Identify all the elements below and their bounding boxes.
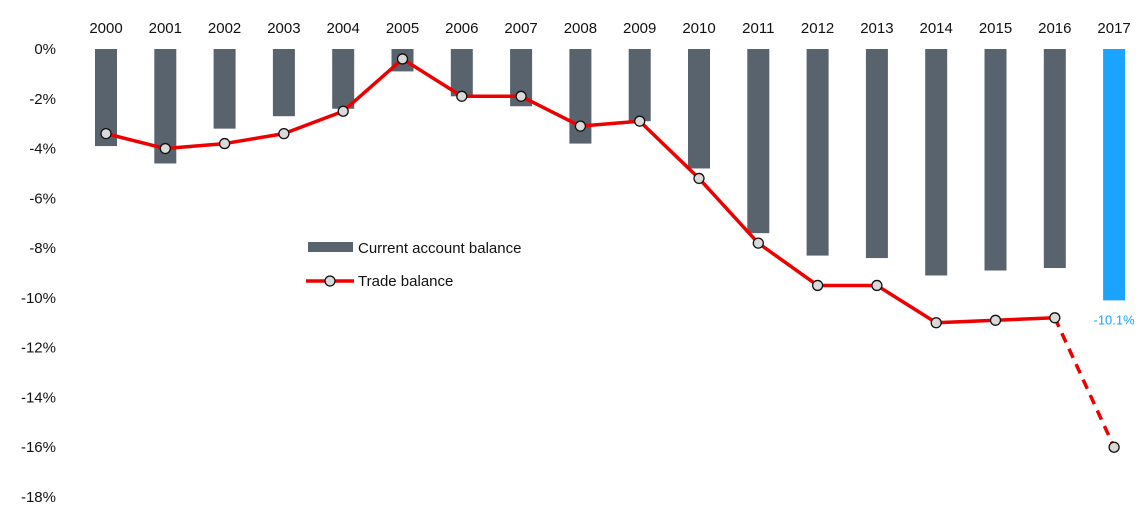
y-tick-label: -2% [29,91,56,108]
x-tick-label: 2001 [149,20,182,37]
trade-marker [752,237,764,249]
bar [806,49,829,256]
bar [510,49,533,107]
trade-marker [278,127,290,140]
legend-line-marker [324,275,336,287]
x-tick-label: 2004 [327,20,360,37]
bar [450,49,473,97]
trade-marker [871,279,883,292]
y-tick-label: -4% [29,141,56,158]
bar [688,49,710,169]
x-tick-label: 2007 [504,20,537,37]
trade-marker [337,105,349,117]
x-tick-label: 2002 [208,20,241,37]
trade-marker [515,90,527,102]
bar [1043,49,1066,269]
line-markers [100,53,1120,453]
bar [95,49,117,147]
trade-marker [456,90,468,102]
x-tick-label: 2008 [564,20,597,37]
x-tick-label: 2011 [742,20,774,37]
y-tick-label: -10% [21,290,56,307]
legend: Current account balance Trade balance [306,240,521,290]
y-tick-label: -8% [29,240,56,257]
bar [747,49,770,234]
trade-marker [1049,312,1061,324]
x-tick-label: 2015 [979,20,1012,37]
bar [984,49,1007,271]
trade-marker [396,53,409,65]
x-tick-label: 2003 [267,20,300,37]
x-tick-label: 2010 [682,20,715,37]
line-series [105,57,1116,448]
data-labels: -10.1% [1093,312,1135,327]
bar [332,49,355,109]
bar-data-label: -10.1% [1093,312,1135,327]
trade-marker [693,172,705,185]
bar [569,49,592,144]
x-tick-label: 2013 [860,20,893,37]
trade-marker [1108,441,1120,453]
trade-marker [159,142,171,155]
legend-bar-swatch [308,242,353,252]
x-tick-label: 2014 [920,20,953,37]
trade-marker [574,120,587,132]
legend-bar-label: Current account balance [358,240,521,257]
y-tick-label: -6% [29,190,56,207]
bar-series [95,49,1126,301]
bar [213,49,236,129]
y-tick-label: -14% [21,389,56,406]
x-tick-label: 2000 [89,20,122,37]
x-tick-label: 2012 [801,20,834,37]
x-tick-label: 2009 [623,20,656,37]
y-tick-label: -12% [21,340,56,357]
y-tick-label: -18% [21,489,56,505]
trade-marker [811,279,824,292]
trade-marker [218,137,231,150]
bar [628,49,651,122]
x-axis-ticks: 2000 2001 2002 2003 2004 2005 2006 2007 2008 2009… [89,20,1130,37]
bar [154,49,177,164]
x-tick-label: 2016 [1038,20,1071,37]
bar [272,49,295,117]
trade-marker [989,314,1002,326]
trade-marker [930,317,942,329]
y-tick-label: -16% [21,439,56,456]
x-tick-label: 2017 [1097,20,1130,37]
trade-marker [634,115,646,127]
x-tick-label: 2005 [386,20,419,37]
y-axis-ticks: 0% -2% -4% -6% -8% -10% -12% -14% -16% -18% [21,41,56,505]
legend-line-label: Trade balance [358,273,453,290]
bar [925,49,948,276]
trade-marker [100,127,112,140]
trade-line-projection [1053,317,1116,448]
bar [865,49,888,259]
bar [1103,49,1126,301]
x-tick-label: 2006 [445,20,478,37]
y-tick-label: 0% [34,41,56,58]
